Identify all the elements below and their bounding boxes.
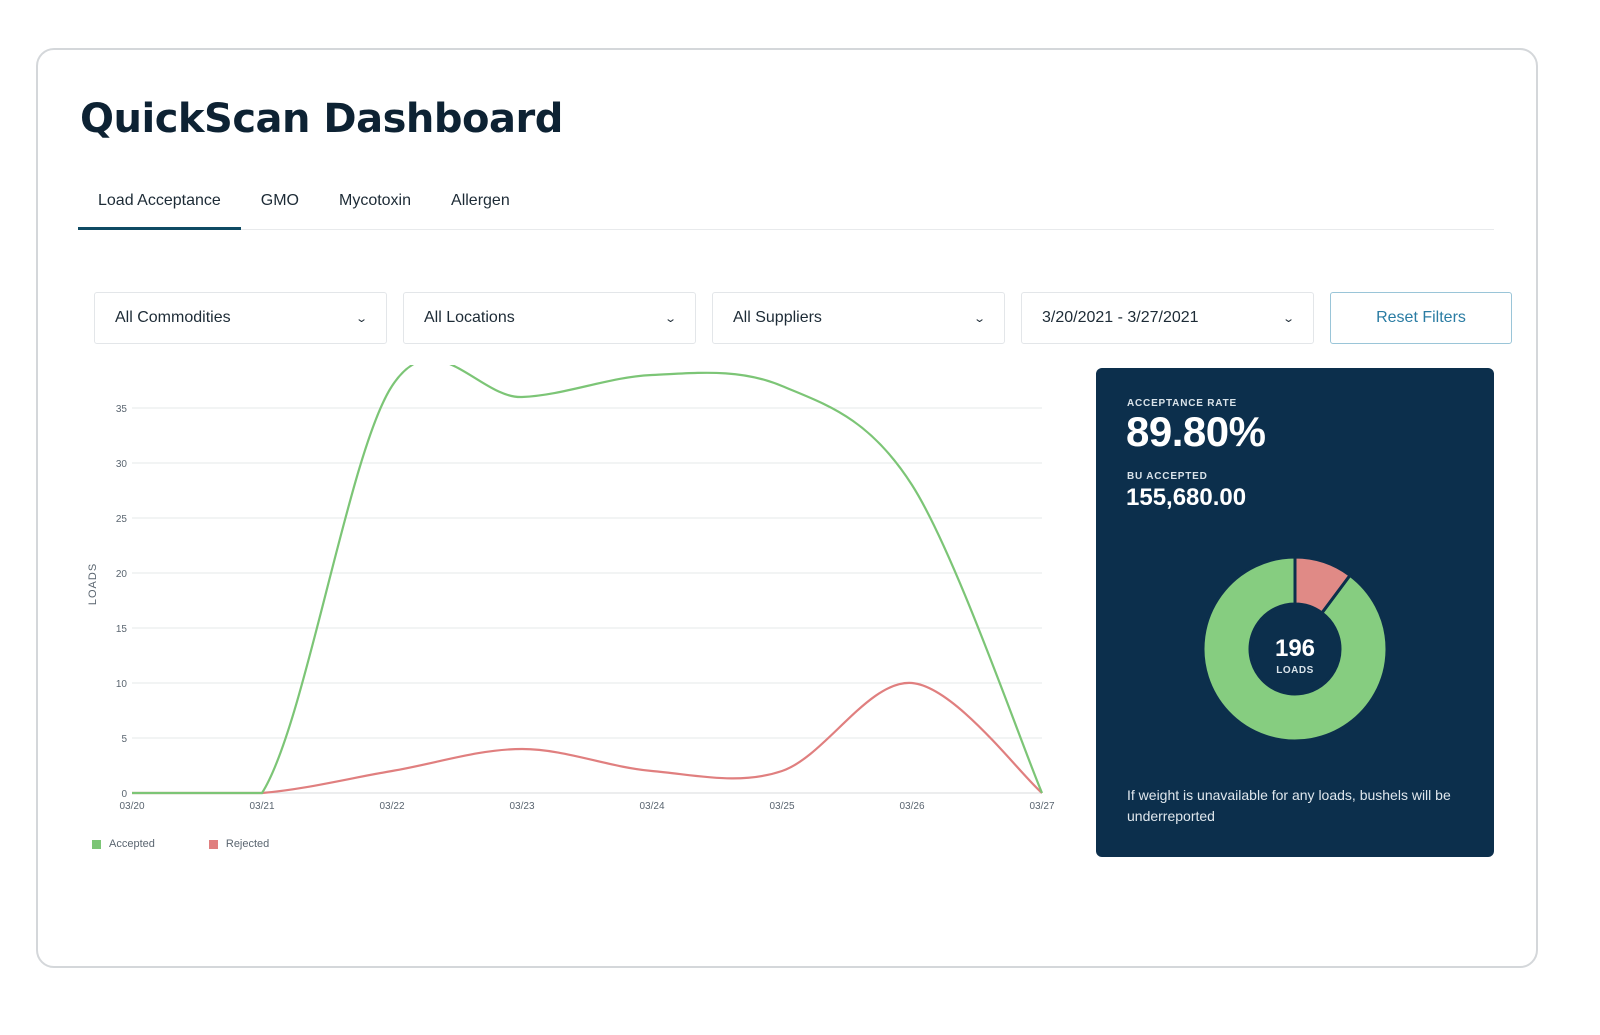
series-line-accepted[interactable] (132, 365, 1044, 795)
tab-gmo[interactable]: GMO (260, 192, 299, 209)
y-tick-label: 25 (116, 514, 128, 525)
tab-load-acceptance[interactable]: Load Acceptance (78, 186, 241, 230)
y-axis-ticks: 0 5 10 15 20 25 30 35 (116, 404, 128, 800)
x-tick-label: 03/21 (249, 801, 274, 812)
acceptance-summary-panel: ACCEPTANCE RATE 89.80% BU ACCEPTED 155,6… (1096, 368, 1494, 857)
y-tick-label: 10 (116, 679, 128, 690)
date-range-value: 3/20/2021 - 3/27/2021 (1042, 309, 1199, 326)
location-select[interactable]: All Locations ⌄ (403, 292, 696, 344)
weight-note: If weight is unavailable for any loads, … (1127, 787, 1451, 824)
donut-slice-rejected[interactable] (1293, 556, 1353, 616)
x-tick-label: 03/20 (119, 801, 144, 812)
acceptance-rate-value: 89.80% (1126, 408, 1266, 455)
y-tick-label: 15 (116, 624, 128, 635)
location-select-value: All Locations (424, 309, 515, 326)
legend-label-rejected: Rejected (225, 838, 270, 850)
page-title: QuickScan Dashboard (80, 96, 563, 142)
y-tick-label: 35 (116, 404, 128, 415)
y-tick-label: 0 (121, 789, 127, 800)
legend-swatch-accepted (92, 839, 101, 849)
y-tick-label: 20 (116, 569, 128, 580)
x-tick-label: 03/26 (899, 801, 924, 812)
tab-bar: Load Acceptance GMO Mycotoxin Allergen (78, 186, 1494, 230)
chart-grid (132, 407, 1042, 794)
x-tick-label: 03/25 (769, 801, 794, 812)
bu-accepted-value: 155,680.00 (1126, 484, 1247, 511)
x-tick-label: 03/22 (379, 801, 404, 812)
supplier-select[interactable]: All Suppliers ⌄ (712, 292, 1005, 344)
legend-item-accepted[interactable]: Accepted (92, 838, 155, 850)
legend-swatch-rejected (208, 839, 218, 849)
x-axis-ticks: 03/20 03/21 03/22 03/23 03/24 03/25 03/26 03/27 (119, 801, 1054, 812)
y-tick-label: 30 (116, 459, 128, 470)
loads-donut-chart: 196 LOADS (1202, 556, 1388, 742)
commodity-select-value: All Commodities (115, 309, 231, 326)
load-acceptance-chart: 0 5 10 15 20 25 30 35 03/20 03/21 03/22 03/23 03/24… (87, 365, 1055, 812)
x-tick-label: 03/24 (639, 801, 664, 812)
y-tick-label: 5 (121, 734, 127, 745)
legend-label-accepted: Accepted (109, 838, 155, 850)
donut-unit: LOADS (1276, 665, 1314, 676)
chevron-down-icon: ⌄ (972, 312, 986, 325)
commodity-select[interactable]: All Commodities ⌄ (94, 292, 387, 344)
filter-bar: All Commodities ⌄ All Locations ⌄ All Su… (94, 292, 1512, 344)
chart-legend: Accepted Rejected (92, 838, 269, 850)
tab-allergen[interactable]: Allergen (451, 192, 510, 209)
y-axis-label: LOADS (87, 563, 99, 605)
acceptance-rate-label: ACCEPTANCE RATE (1127, 398, 1237, 409)
legend-item-rejected[interactable]: Rejected (208, 838, 270, 850)
tab-mycotoxin[interactable]: Mycotoxin (338, 192, 412, 209)
series-line-rejected[interactable] (132, 681, 1043, 795)
chevron-down-icon: ⌄ (663, 312, 677, 325)
chevron-down-icon: ⌄ (354, 312, 368, 325)
x-tick-label: 03/23 (509, 801, 534, 812)
chevron-down-icon: ⌄ (1281, 312, 1295, 325)
reset-filters-button[interactable]: Reset Filters (1330, 292, 1512, 344)
donut-slice-accepted[interactable] (1202, 556, 1388, 742)
date-range-select[interactable]: 3/20/2021 - 3/27/2021 ⌄ (1021, 292, 1314, 344)
chart-series (132, 365, 1044, 795)
x-tick-label: 03/27 (1029, 801, 1054, 812)
donut-total: 196 (1275, 635, 1315, 662)
bu-accepted-label: BU ACCEPTED (1127, 471, 1208, 482)
supplier-select-value: All Suppliers (733, 309, 822, 326)
